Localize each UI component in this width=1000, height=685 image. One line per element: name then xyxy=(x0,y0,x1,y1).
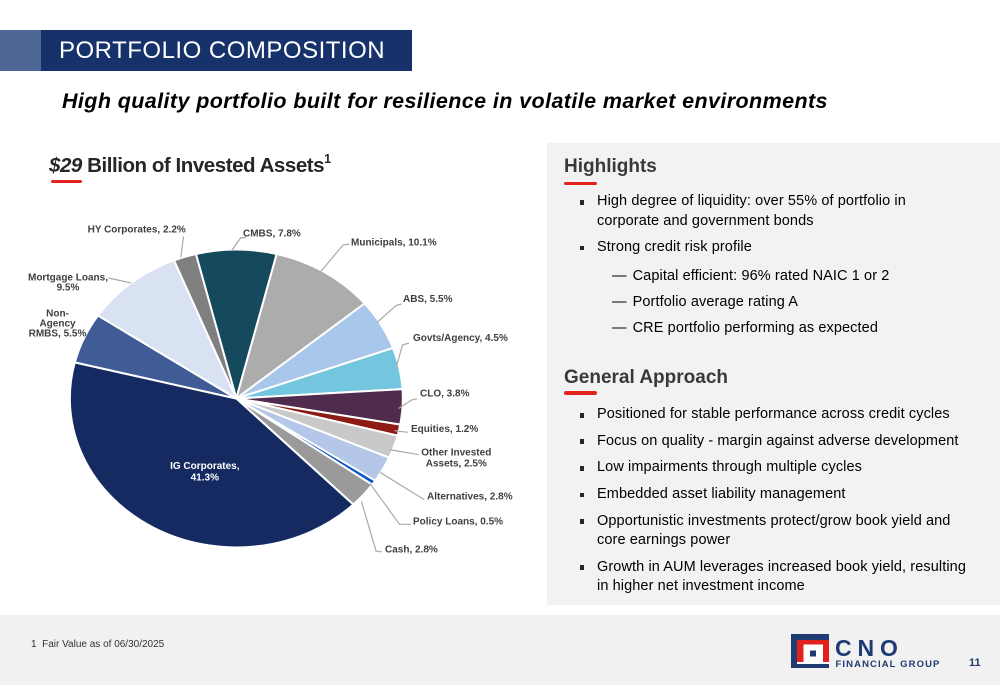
svg-text:Other Invested: Other Invested xyxy=(421,447,491,458)
svg-text:CMBS, 7.8%: CMBS, 7.8% xyxy=(243,229,301,240)
svg-text:Municipals, 10.1%: Municipals, 10.1% xyxy=(351,238,437,249)
svg-text:IG Corporates,: IG Corporates, xyxy=(170,461,240,472)
svg-text:CNO: CNO xyxy=(835,635,904,661)
svg-text:Mortgage Loans,: Mortgage Loans, xyxy=(28,273,108,284)
svg-text:CLO, 3.8%: CLO, 3.8% xyxy=(420,389,470,400)
svg-text:41.3%: 41.3% xyxy=(191,473,219,484)
svg-text:Govts/Agency, 4.5%: Govts/Agency, 4.5% xyxy=(413,333,508,344)
svg-text:Equities, 1.2%: Equities, 1.2% xyxy=(411,424,478,435)
svg-text:Policy Loans, 0.5%: Policy Loans, 0.5% xyxy=(413,517,503,528)
svg-text:Agency: Agency xyxy=(39,319,76,330)
svg-text:HY Corporates, 2.2%: HY Corporates, 2.2% xyxy=(88,225,186,236)
svg-text:RMBS, 5.5%: RMBS, 5.5% xyxy=(29,329,87,340)
svg-text:Assets, 2.5%: Assets, 2.5% xyxy=(426,458,487,469)
svg-text:Alternatives, 2.8%: Alternatives, 2.8% xyxy=(427,492,513,503)
svg-text:Cash, 2.8%: Cash, 2.8% xyxy=(385,545,438,556)
svg-text:ABS, 5.5%: ABS, 5.5% xyxy=(403,294,453,305)
svg-text:9.5%: 9.5% xyxy=(57,283,80,294)
svg-text:Non-: Non- xyxy=(46,309,69,320)
svg-text:FINANCIAL GROUP: FINANCIAL GROUP xyxy=(836,659,941,670)
